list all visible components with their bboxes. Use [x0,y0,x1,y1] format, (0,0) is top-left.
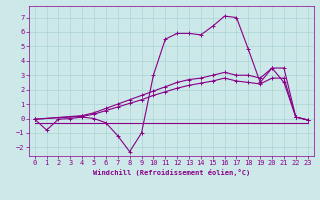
X-axis label: Windchill (Refroidissement éolien,°C): Windchill (Refroidissement éolien,°C) [92,169,250,176]
